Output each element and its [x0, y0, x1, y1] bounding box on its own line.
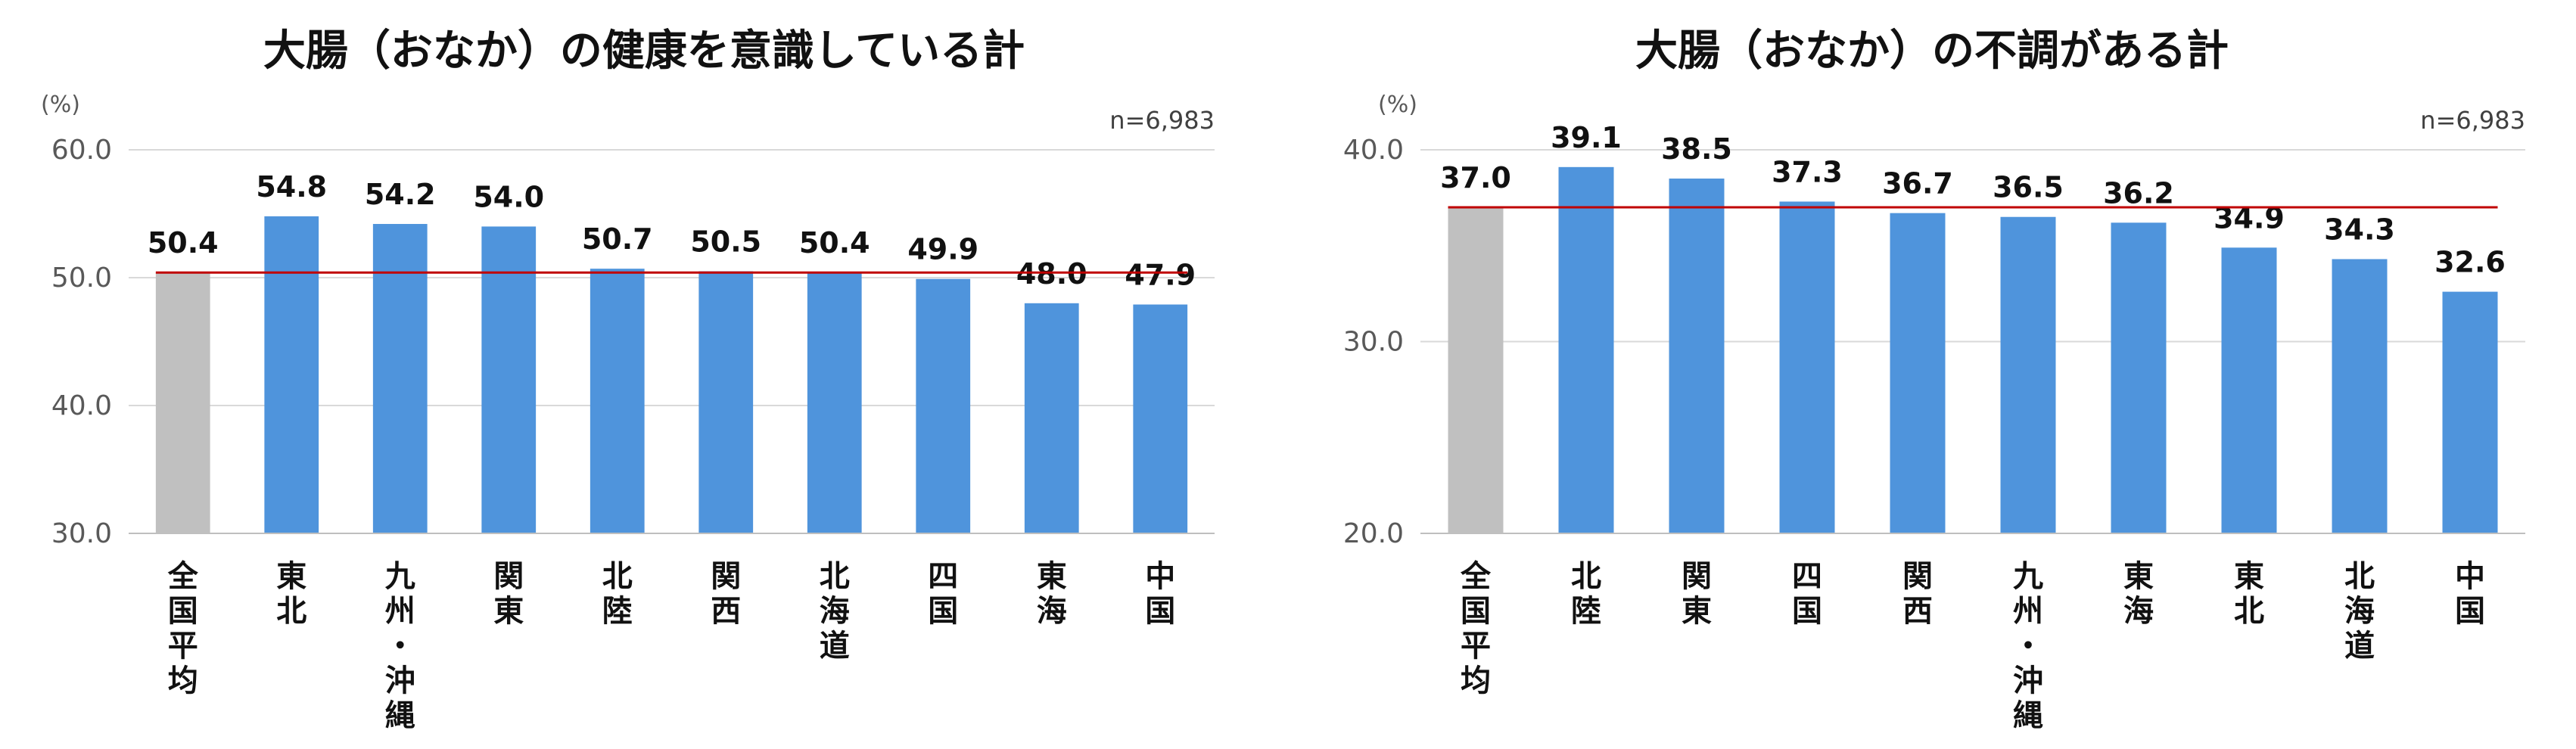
bar — [2111, 222, 2167, 533]
chart-left-plot: (%) n=6,983 30.0 40.0 50.0 60.0 50.4 全国平均 54.8 東北… — [41, 92, 1215, 733]
x-tick-label: 関東 — [1682, 559, 1712, 629]
bar — [1024, 303, 1079, 533]
chart-right: 大腸（おなか）の不調がある計 (%) n=6,983 20.0 30.0 40.0 37.… — [1288, 0, 2576, 749]
x-tick-label: 東海 — [1037, 559, 1067, 629]
data-label: 47.9 — [1125, 258, 1196, 291]
x-tick-label: 関東 — [493, 559, 524, 629]
data-label: 50.5 — [690, 225, 761, 259]
bar — [698, 271, 754, 533]
bar — [916, 278, 971, 533]
bar — [2332, 259, 2388, 533]
data-label: 36.5 — [1993, 171, 2064, 204]
data-label: 50.7 — [582, 222, 653, 256]
data-label: 32.6 — [2434, 246, 2506, 279]
bar — [481, 226, 537, 533]
y-tick-label: 50.0 — [51, 263, 112, 294]
x-tick-label: 中国 — [1145, 559, 1175, 629]
data-label: 36.2 — [2103, 176, 2174, 210]
x-tick-label: 九州・沖縄 — [385, 559, 415, 733]
bar — [2442, 291, 2498, 533]
data-label: 50.4 — [799, 226, 870, 260]
x-tick-label: 四国 — [1792, 559, 1822, 629]
x-tick-label: 北陸 — [602, 559, 633, 629]
x-tick-label: 東北 — [276, 559, 306, 629]
y-axis-unit: (%) — [1378, 92, 1417, 118]
y-tick-label: 40.0 — [1343, 135, 1404, 166]
y-tick-label: 30.0 — [1343, 327, 1404, 358]
x-tick-label: 東海 — [2123, 559, 2154, 629]
x-tick-label: 全国平均 — [1460, 559, 1492, 698]
bar — [590, 269, 645, 533]
data-label: 36.7 — [1882, 167, 1953, 200]
data-label: 54.8 — [256, 170, 327, 204]
sample-size-label: n=6,983 — [2420, 106, 2525, 135]
data-label: 49.9 — [907, 233, 978, 266]
x-tick-label: 関西 — [1902, 559, 1933, 629]
bar — [1669, 179, 1725, 533]
bar — [1133, 304, 1188, 533]
chart-left: 大腸（おなか）の健康を意識している計 (%) n=6,983 30.0 40.0 50.… — [41, 26, 1215, 733]
x-tick-label: 九州・沖縄 — [2013, 559, 2043, 733]
bar — [264, 216, 319, 533]
x-tick-label: 東北 — [2234, 559, 2264, 629]
bar — [1558, 166, 1614, 533]
bar — [2000, 216, 2056, 533]
data-label: 50.4 — [148, 226, 219, 260]
data-label: 48.0 — [1016, 257, 1087, 291]
data-label: 37.3 — [1772, 155, 1843, 188]
x-tick-label: 関西 — [711, 559, 741, 629]
chart-right-plot: (%) n=6,983 20.0 30.0 40.0 37.0 全国平均 39.1 北陸 38.5… — [1343, 92, 2525, 733]
y-tick-label: 30.0 — [51, 518, 112, 549]
x-tick-label: 全国平均 — [167, 559, 199, 698]
data-label: 34.3 — [2324, 213, 2395, 246]
x-tick-label: 北海道 — [2344, 559, 2375, 664]
y-axis-unit: (%) — [41, 92, 80, 118]
x-tick-label: 四国 — [928, 559, 958, 629]
bar — [155, 272, 210, 533]
data-label: 54.2 — [365, 178, 436, 211]
data-label: 39.1 — [1551, 121, 1622, 154]
y-tick-label: 20.0 — [1343, 518, 1404, 549]
bar — [1448, 207, 1504, 533]
data-label: 54.0 — [473, 180, 544, 213]
chart-title: 大腸（おなか）の不調がある計 — [1635, 26, 2229, 76]
x-tick-label: 中国 — [2455, 559, 2485, 629]
sample-size-label: n=6,983 — [1109, 106, 1215, 135]
data-label: 37.0 — [1440, 161, 1511, 194]
bar — [372, 224, 428, 533]
data-label: 38.5 — [1661, 132, 1732, 166]
bar — [1779, 201, 1835, 533]
x-tick-label: 北海道 — [820, 559, 850, 664]
bar — [2221, 247, 2277, 533]
y-tick-label: 60.0 — [51, 135, 112, 166]
bar — [1890, 213, 1946, 533]
bar — [807, 272, 862, 533]
x-tick-label: 北陸 — [1571, 559, 1601, 629]
chart-title: 大腸（おなか）の健康を意識している計 — [263, 26, 1025, 76]
y-tick-label: 40.0 — [51, 390, 112, 421]
